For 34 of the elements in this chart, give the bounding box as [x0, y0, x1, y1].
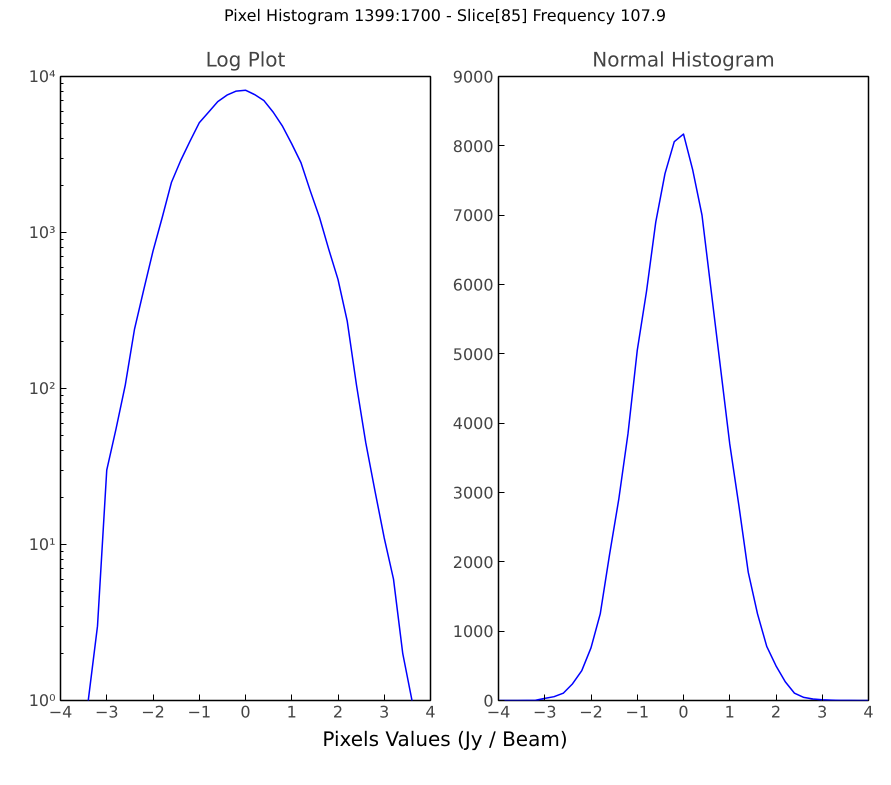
x-tick-label: 3 [379, 702, 390, 722]
y-tick-label: 10³ [28, 223, 56, 242]
x-tick-label: 2 [770, 702, 782, 722]
y-tick-label: 1000 [452, 622, 494, 642]
y-tick-label: 7000 [452, 206, 494, 226]
y-tick-label: 8000 [452, 136, 494, 156]
line-series [88, 89, 413, 700]
x-tick-label: 0 [678, 702, 689, 722]
y-tick-label: 9000 [452, 68, 494, 86]
x-tick-label: 4 [863, 702, 874, 722]
y-tick-label: 2000 [452, 552, 494, 572]
y-tick-label: 6000 [452, 276, 494, 294]
y-tick-label: 4000 [452, 414, 494, 434]
x-tick-label: −1 [625, 702, 650, 722]
x-tick-label: 1 [724, 702, 735, 722]
y-tick-label: 5000 [452, 344, 494, 364]
x-tick-label: 1 [286, 702, 297, 722]
x-tick-label: 4 [425, 702, 436, 722]
chart-title: Normal Histogram [592, 48, 775, 72]
x-tick-label: −3 [532, 702, 557, 722]
x-tick-label: 3 [817, 702, 828, 722]
text: Pixel Histogram 1399:1700 - Slice[85] Frequency 107.9 [224, 5, 666, 27]
y-tick-label: 10¹ [28, 535, 56, 554]
x-tick-label: −2 [579, 702, 603, 722]
x-tick-label: −1 [187, 702, 212, 722]
text: Pixels Values (Jy / Beam) [322, 726, 568, 753]
x-tick-label: 0 [240, 702, 251, 722]
y-tick-label: 10² [28, 379, 56, 398]
chart-title: Log Plot [206, 48, 286, 72]
y-tick-label: 10⁴ [28, 67, 56, 86]
x-tick-label: 2 [332, 702, 344, 722]
x-tick-label: −3 [94, 702, 119, 722]
y-tick-label: 3000 [452, 484, 494, 502]
x-tick-label: −2 [141, 702, 165, 722]
